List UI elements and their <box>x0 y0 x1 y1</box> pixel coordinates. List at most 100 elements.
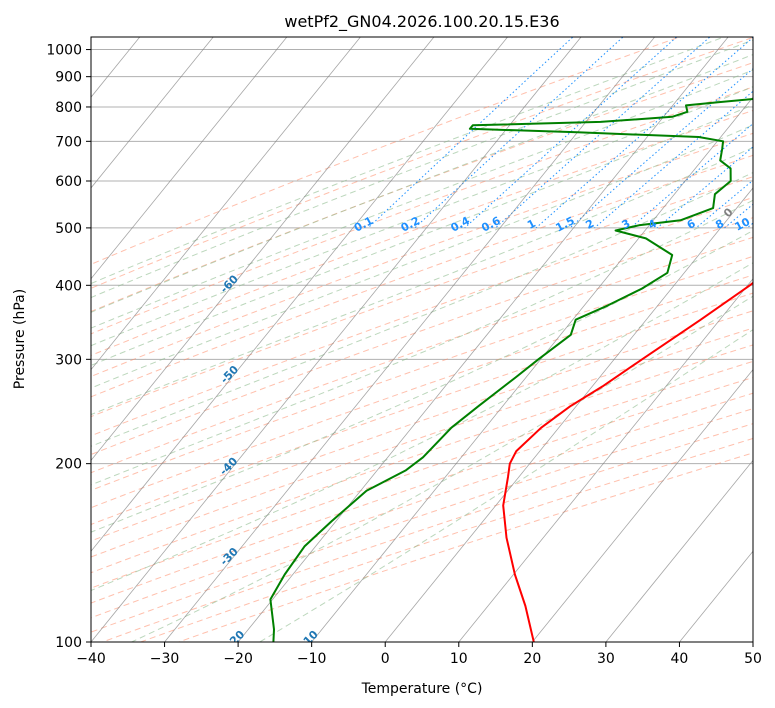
isotherm-label: -20 <box>224 628 247 651</box>
dry-adiabat-line <box>91 196 753 437</box>
isotherm-line <box>237 37 729 642</box>
isotherm-line <box>531 368 753 642</box>
mixing-ratio-label: 0.1 <box>352 214 375 235</box>
moist-adiabat-line <box>131 295 753 642</box>
y-axis-label: Pressure (hPa) <box>12 289 28 389</box>
isotherm-line <box>91 37 509 552</box>
y-tick-label: 700 <box>55 134 82 150</box>
temperature-profile <box>502 281 753 642</box>
dry-adiabat-line <box>91 327 753 558</box>
isotherm-label: -10 <box>298 628 321 651</box>
mixing-ratio-label: 0.2 <box>399 214 422 235</box>
isotherm-label: 0 <box>721 205 736 220</box>
chart-title: wetPf2_GN04.2026.100.20.15.E36 <box>284 12 559 32</box>
dry-adiabat-line <box>139 437 753 642</box>
mixing-ratio-label: 1.5 <box>553 214 576 235</box>
x-tick-label: −20 <box>223 651 253 667</box>
y-tick-label: 600 <box>55 174 82 190</box>
mixing-ratio-line <box>656 146 753 229</box>
isotherm-line <box>91 37 361 371</box>
x-tick-label: 50 <box>744 651 762 667</box>
isotherm-line <box>164 37 656 642</box>
moist-adiabat-line <box>91 104 753 366</box>
dry-adiabat-line <box>91 274 753 509</box>
mixing-ratio-label: 2 <box>583 217 596 232</box>
mixing-ratio-line <box>495 37 711 229</box>
isotherm-line <box>91 37 435 462</box>
y-tick-label: 500 <box>55 221 82 237</box>
y-tick-label: 200 <box>55 457 82 473</box>
moist-adiabat-line <box>91 199 753 486</box>
moist-adiabat-line <box>91 37 726 285</box>
dry-adiabat-line <box>91 217 753 455</box>
mixing-ratio-label: 10 <box>733 215 753 234</box>
y-tick-label: 900 <box>55 70 82 86</box>
dry-adiabat-line <box>91 310 753 542</box>
moist-adiabat-line <box>91 171 753 447</box>
dry-adiabat-line <box>91 376 753 604</box>
x-tick-label: −40 <box>76 651 106 667</box>
moist-adiabat-line <box>91 146 753 416</box>
isotherm-line <box>458 278 753 642</box>
isotherm-line <box>91 37 582 642</box>
mixing-ratio-label: 13 <box>760 215 775 234</box>
x-tick-label: 0 <box>381 651 390 667</box>
mixing-ratio-label: 4 <box>646 217 659 232</box>
profiles-layer <box>269 97 753 642</box>
dry-adiabat-line <box>91 255 753 491</box>
y-tick-label: 400 <box>55 278 82 294</box>
x-tick-label: 10 <box>450 651 468 667</box>
isotherms-layer <box>91 37 753 642</box>
y-tick-label: 800 <box>55 100 82 116</box>
dry-adiabat-line <box>91 109 753 356</box>
dry-adiabat-line <box>91 392 753 619</box>
x-axis: −40 −30 −20 −10 0 10 20 30 40 50 <box>76 642 762 667</box>
dry-adiabat-line <box>91 62 753 313</box>
moist-adiabat-line <box>91 124 753 389</box>
dry-adiabat-line <box>91 408 753 633</box>
dry-adiabat-line <box>91 360 753 589</box>
x-tick-label: −30 <box>150 651 180 667</box>
isotherm-line <box>91 37 214 189</box>
dry-adiabat-line <box>177 452 753 642</box>
x-tick-label: 40 <box>671 651 689 667</box>
dry-adiabat-line <box>91 344 753 574</box>
plot-frame <box>90 36 754 643</box>
x-tick-label: 30 <box>597 651 615 667</box>
moist-adiabat-line <box>91 39 753 299</box>
dry-adiabat-line <box>91 37 682 265</box>
dry-adiabat-line <box>91 176 753 418</box>
x-tick-label: −10 <box>297 651 327 667</box>
isotherm-line <box>311 96 753 642</box>
dry-adiabat-line <box>91 236 753 474</box>
y-axis: 100 200 300 400 500 600 700 800 900 1000 <box>46 43 91 651</box>
dry-adiabat-line <box>91 292 753 525</box>
isotherm-line <box>678 550 753 642</box>
dry-adiabat-line <box>91 37 753 289</box>
moist-adiabat-line <box>91 69 753 329</box>
moist-adiabat-line <box>91 54 753 313</box>
isotherm-line <box>384 187 753 642</box>
grid-layer <box>91 49 753 642</box>
dry-adiabats-layer <box>91 37 753 642</box>
mixing-ratio-line <box>695 179 753 229</box>
x-axis-label: Temperature (°C) <box>361 681 483 697</box>
mixing-ratio-label: 0.6 <box>479 214 503 235</box>
mixing-ratio-line <box>746 222 753 229</box>
y-tick-label: 300 <box>55 352 82 368</box>
dewpoint-profile <box>269 97 753 642</box>
y-tick-label: 100 <box>55 635 82 651</box>
dry-adiabat-line <box>91 86 753 335</box>
dry-adiabat-line <box>91 132 753 378</box>
dry-adiabat-line <box>91 154 753 398</box>
mixing-ratio-label: 6 <box>685 217 698 232</box>
isotherm-label: -50 <box>218 363 241 386</box>
isotherm-line <box>91 37 288 280</box>
isotherm-line <box>605 459 753 642</box>
moist-adiabats-layer <box>91 37 753 642</box>
mixing-ratio-line <box>367 37 574 229</box>
moist-adiabat-line <box>91 86 753 347</box>
x-tick-label: 20 <box>523 651 541 667</box>
moist-adiabat-line <box>259 329 753 642</box>
